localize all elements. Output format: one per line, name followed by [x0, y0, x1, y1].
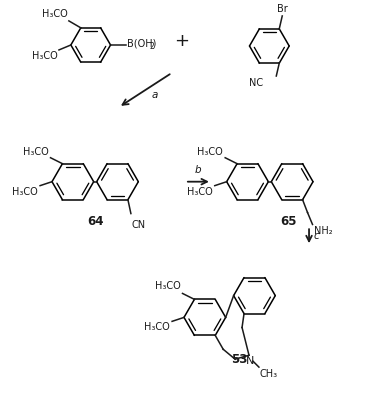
- Text: CN: CN: [132, 219, 146, 229]
- Text: H₃CO: H₃CO: [155, 282, 180, 292]
- Text: H₃CO: H₃CO: [197, 147, 223, 157]
- Text: H₃CO: H₃CO: [144, 322, 170, 332]
- Text: B(OH): B(OH): [127, 39, 157, 49]
- Text: H₃CO: H₃CO: [12, 186, 38, 196]
- Text: Br: Br: [277, 4, 288, 14]
- Text: 2: 2: [149, 43, 154, 51]
- Text: H₃CO: H₃CO: [23, 147, 49, 157]
- Text: CH₃: CH₃: [260, 369, 278, 379]
- Text: H₃CO: H₃CO: [42, 9, 68, 19]
- Text: 64: 64: [87, 215, 104, 228]
- Text: +: +: [175, 32, 190, 50]
- Text: N: N: [246, 356, 254, 366]
- Text: 65: 65: [280, 215, 296, 228]
- Text: 53: 53: [231, 353, 248, 366]
- Text: a: a: [152, 89, 158, 99]
- Text: H₃CO: H₃CO: [187, 186, 213, 196]
- Text: NH₂: NH₂: [314, 227, 333, 237]
- Text: b: b: [195, 165, 201, 175]
- Text: c: c: [314, 231, 320, 241]
- Text: H₃CO: H₃CO: [32, 51, 58, 61]
- Text: NC: NC: [249, 78, 264, 88]
